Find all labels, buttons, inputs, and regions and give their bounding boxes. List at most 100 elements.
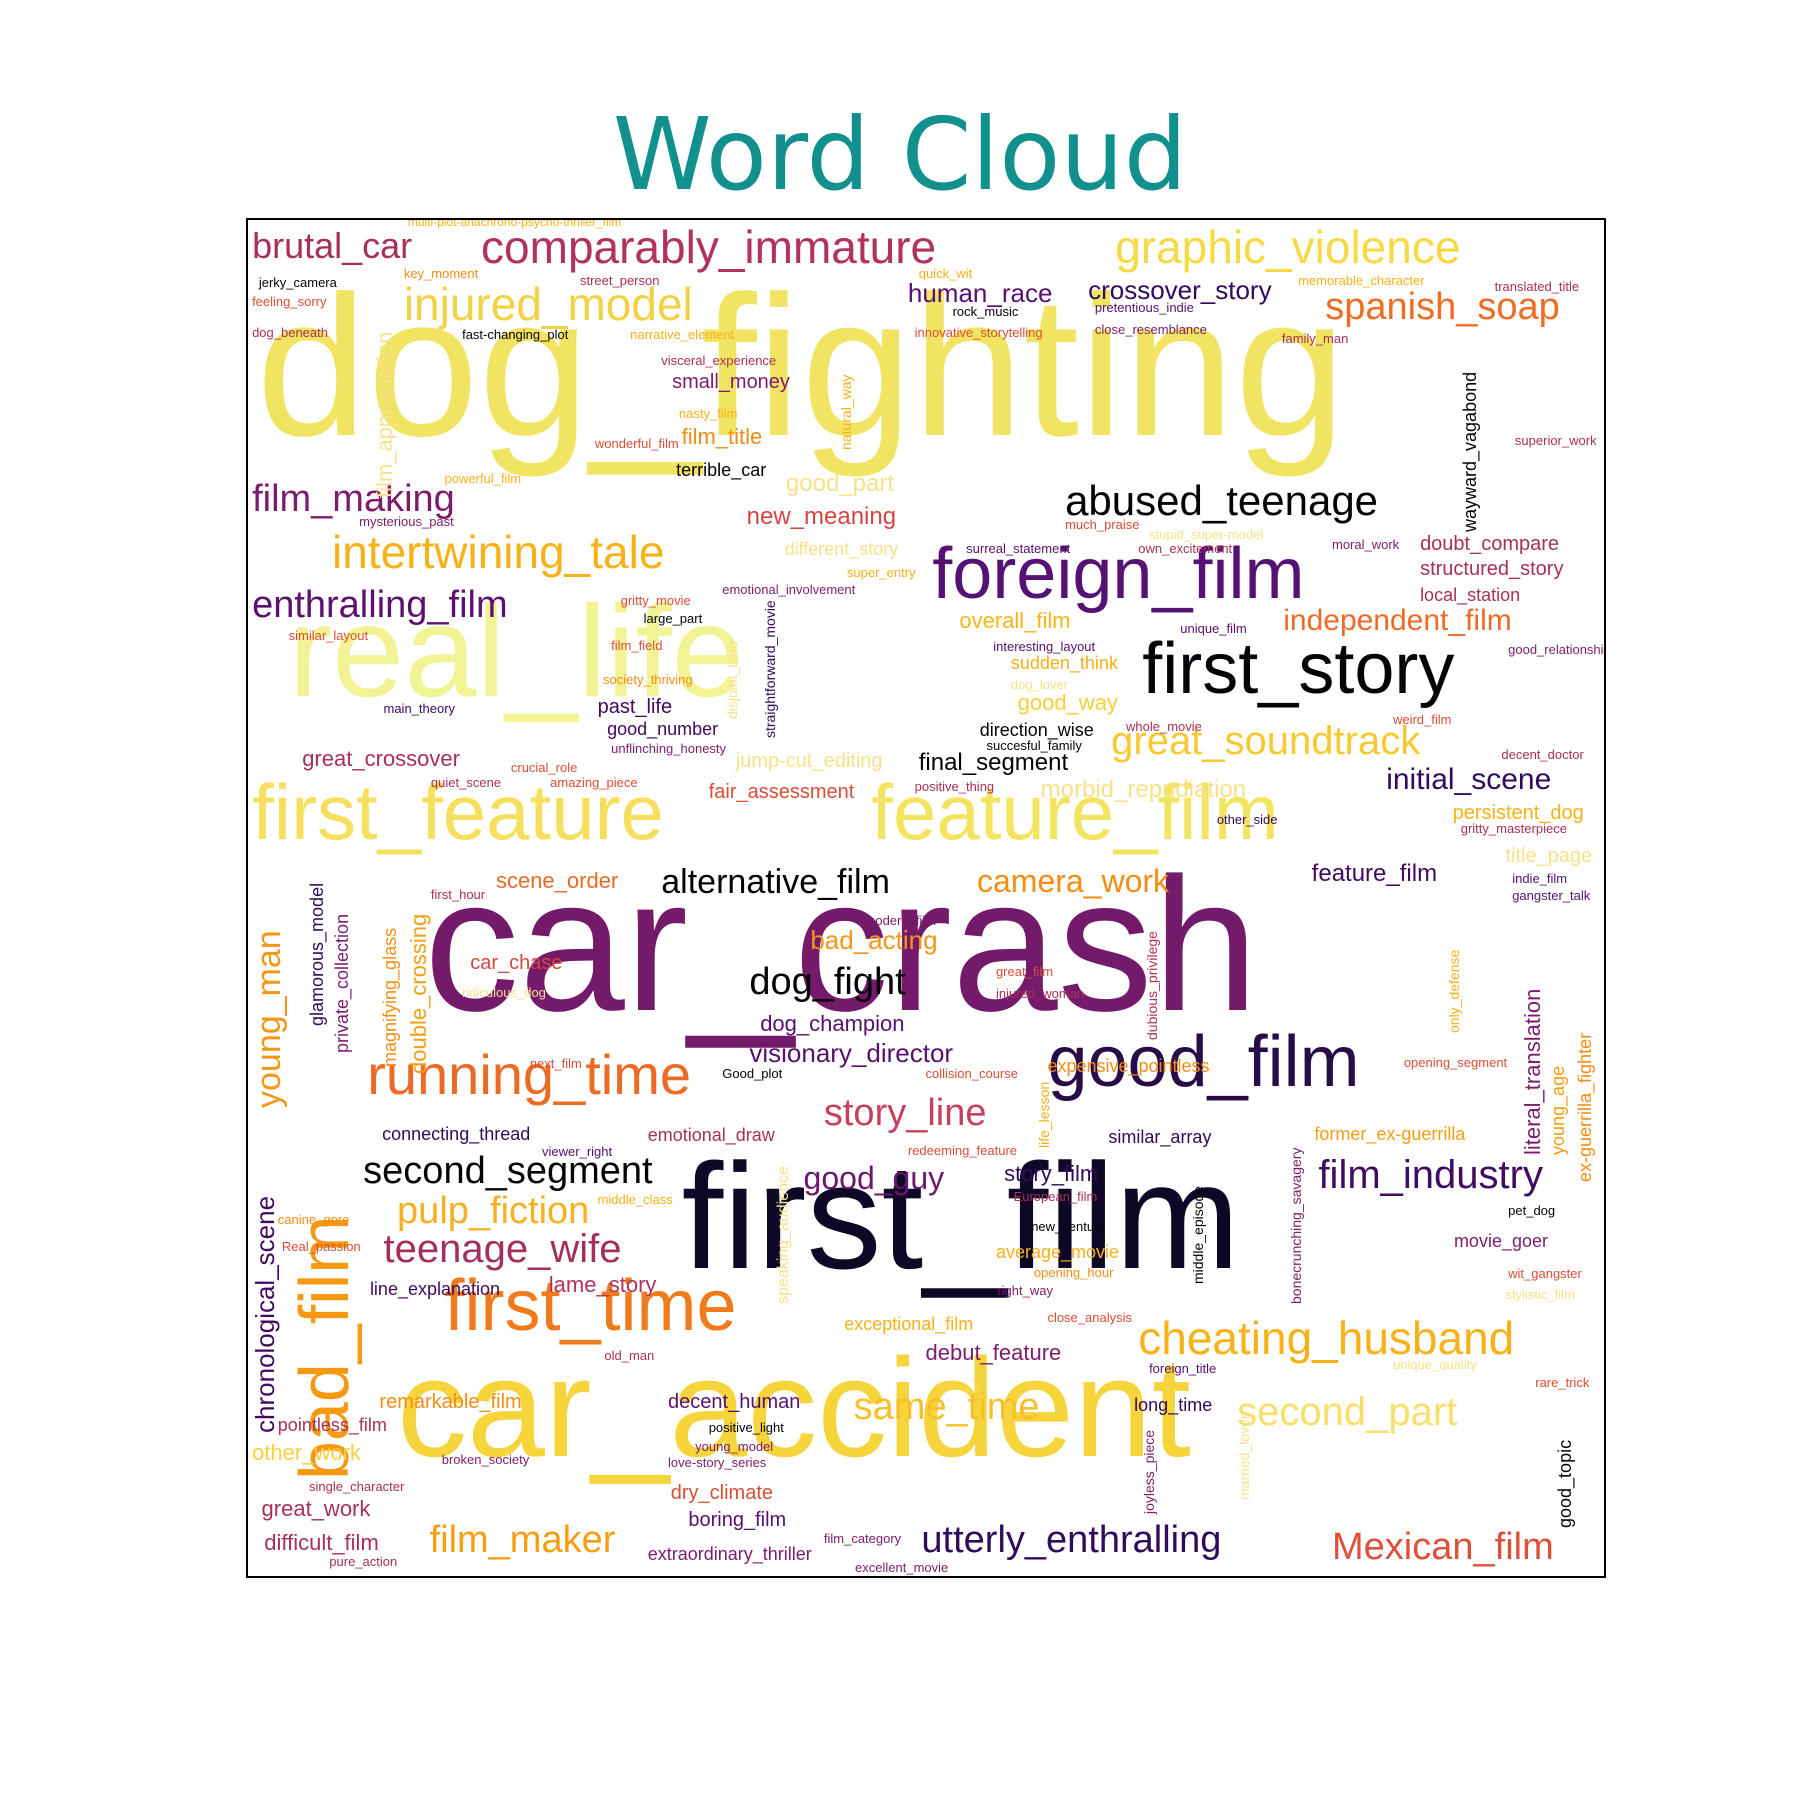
word-bad-acting: bad_acting [810,925,938,956]
word-middle-episode: middle_episode [1190,1185,1207,1284]
word-pretentious-indie: pretentious_indie [1094,300,1194,316]
word-film-industry: film_industry [1318,1152,1543,1197]
word-straightforward-movie: straightforward_movie [761,599,778,738]
word-mexican-film: Mexican_film [1332,1525,1554,1568]
word-emotional-involvement: emotional_involvement [722,582,856,598]
word-dog-champion: dog_champion [760,1010,905,1036]
word-feature-film: feature_film [1311,860,1438,888]
word-canine-gore: canine_gore [277,1212,350,1228]
word-great-work: great_work [261,1495,371,1521]
word-film-category: film_category [823,1530,902,1546]
word-great-soundtrack: great_soundtrack [1111,719,1421,764]
word-pure-action: pure_action [329,1553,398,1569]
word-difficult-film: difficult_film [264,1529,379,1555]
word-gritty-masterpiece: gritty_masterpiece [1460,820,1567,836]
word-car-crash: car_crash [424,839,1259,1052]
word-young-model: young_model [695,1438,774,1454]
word-literal-translation: literal_translation [1519,988,1545,1155]
word-cheating-husband: cheating_husband [1138,1311,1515,1364]
word-old-man: old_man [604,1347,655,1363]
word-magnifying-glass: magnifying_glass [379,927,400,1067]
word-spanish-soap: spanish_soap [1325,285,1560,328]
word-disjoint-time: disjoint_time [723,640,740,719]
word-real-life: real_life [288,577,744,724]
word-feeling-sorry: feeling_sorry [252,293,327,309]
word-only-defense: only_defense [1446,949,1463,1033]
word-decent-doctor: decent_doctor [1501,747,1584,763]
word-close-resemblance: close_resemblance [1094,321,1207,337]
word-weird-film: weird_film [1392,712,1452,728]
word-chronological-scene: chronological_scene [250,1195,281,1433]
word-story-line: story_line [823,1091,987,1134]
word-exceptional-film: exceptional_film [844,1313,974,1334]
word-close-analysis: close_analysis [1047,1309,1132,1325]
word-rare-trick: rare_trick [1535,1374,1590,1390]
word-brutal-car: brutal_car [252,225,413,267]
word-superior-work: superior_work [1514,433,1597,449]
word-film-maker: film_maker [429,1518,616,1561]
word-surreal-statement: surreal_statement [966,541,1071,557]
word-emotional-draw: emotional_draw [647,1125,775,1146]
word-local-station: local_station [1420,584,1521,605]
word-stylistic-film: stylistic_film [1505,1286,1575,1302]
word-camera-work: camera_work [976,862,1170,899]
word-large-part: large_part [643,610,703,626]
word-title-page: title_page [1505,845,1593,867]
word-joyless-piece: joyless_piece [1141,1429,1158,1515]
word-great-crossover: great_crossover [302,746,460,772]
word-love-story-series: love-story_series [668,1454,767,1470]
chart-title: Word Cloud [612,96,1188,213]
word-initial-scene: initial_scene [1386,762,1552,796]
word-morbid-repudiation: morbid_repudiation [1040,776,1247,804]
word-visionary-director: visionary_director [749,1037,954,1068]
word-first-film: first_film [681,1132,1240,1301]
word-first-hour: first_hour [430,887,486,902]
word-injured-model: injured_model [403,277,693,330]
word-modern-film: modern_film [864,912,937,928]
word-great-film: great_film [995,964,1054,980]
word-alternative-film: alternative_film [661,862,890,901]
word-jump-cut-editing: jump-cut_editing [735,750,883,773]
word-past-life: past_life [597,695,673,718]
word-boring-film: boring_film [688,1508,787,1531]
word-final-segment: final_segment [918,749,1069,777]
word-natural-way: natural_way [837,374,854,451]
word-good-film: good_film [1047,1022,1360,1103]
word-narrative-element: narrative_element [630,327,735,343]
word-moral-work: moral_work [1332,537,1400,553]
word-fast-changing-plot: fast-changing_plot [462,327,569,343]
word-jerky-camera: jerky_camera [258,274,337,290]
word-structured-story: structured_story [1420,557,1564,580]
word-film-title: film_title [681,423,763,449]
word-double-crossing: double_crossing [405,913,431,1074]
word-comparably-immature: comparably_immature [481,221,937,274]
word-intertwining-tale: intertwining_tale [332,525,665,578]
word-single-character: single_character [308,1479,405,1495]
word-first-feature: first_feature [252,767,664,856]
word-film-appreciation: film_appreciation [372,331,397,498]
word-dog-beneath: dog_beneath [252,324,328,340]
word-sudden-think: sudden_think [1010,652,1118,673]
word-new-century: new_century [1031,1218,1105,1234]
word-expensive-pointless: expensive_pointless [1047,1056,1210,1077]
word-european-film: European_film [1013,1189,1098,1205]
word-good-guy: good_guy [803,1159,945,1196]
word-ridiculous-dog: ridiculous_dog [462,984,546,1000]
word-doubt-compare: doubt_compare [1420,533,1560,556]
word-main-theory: main_theory [383,701,456,717]
word-connecting-thread: connecting_thread [382,1124,531,1145]
word-unique-quality: unique_quality [1392,1357,1477,1373]
word-utterly-enthralling: utterly_enthralling [921,1518,1222,1561]
word-running-time: running_time [367,1042,691,1106]
word-next-film: next_film [529,1056,582,1072]
word-good-part: good_part [785,470,895,498]
word-fair-assessment: fair_assessment [708,781,855,804]
word-dog-fighting: dog_fighting [256,255,1346,479]
word-human-race: human_race [907,277,1053,308]
word-extraordinary-thriller: extraordinary_thriller [647,1544,812,1565]
word-amazing-piece: amazing_piece [550,774,638,790]
word-nasty-film: nasty_film [678,405,738,421]
word-feature-film: feature_film [871,767,1279,856]
word-wonderful-film: wonderful_film [594,435,679,451]
word-broken-society: broken_society [441,1452,530,1468]
